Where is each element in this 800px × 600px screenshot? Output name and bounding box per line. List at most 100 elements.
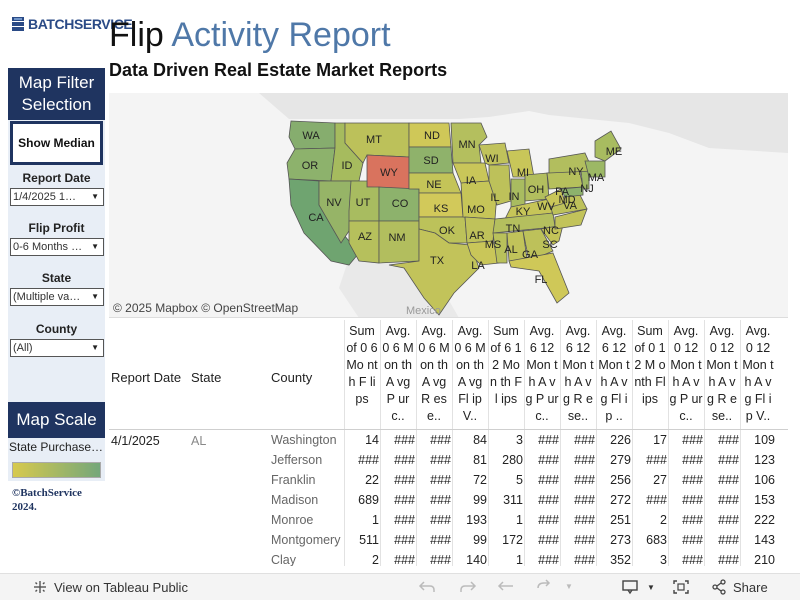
- table-cell: ###: [574, 453, 595, 467]
- table-cell: 99: [473, 533, 487, 547]
- state-label-ca: CA: [308, 212, 324, 224]
- table-cell: ###: [682, 553, 703, 566]
- state-filter-select[interactable]: (Multiple va… ▼: [10, 288, 104, 306]
- state-cell: AL: [191, 434, 207, 448]
- column-header[interactable]: Sum of 0 6 Mo nth F lips: [346, 324, 378, 406]
- column-header[interactable]: Avg. 0 6 Mon th A vg P urc..: [382, 324, 414, 423]
- state-label-ar: AR: [469, 230, 484, 242]
- table-cell: ###: [394, 493, 415, 507]
- redo-icon[interactable]: [459, 579, 477, 595]
- map-scale-header: Map Scale: [8, 402, 105, 438]
- show-median-button[interactable]: Show Median: [10, 121, 103, 165]
- state-filter-value: (Multiple va…: [13, 291, 81, 303]
- column-header[interactable]: Avg. 6 12 Mon th A vg Fl ip ..: [598, 324, 630, 423]
- table-cell: 27: [653, 473, 667, 487]
- table-cell: 72: [473, 473, 487, 487]
- county-filter-select[interactable]: (All) ▼: [10, 339, 104, 357]
- table-cell: 251: [610, 513, 631, 527]
- view-on-tableau-public-link[interactable]: View on Tableau Public: [32, 579, 188, 595]
- state-az: [348, 220, 380, 264]
- us-state-map[interactable]: WA MT ND MN OR ID WY SD WI MI ME NY MA N…: [109, 93, 788, 318]
- table-cell: 5: [516, 473, 523, 487]
- state-label-mi: MI: [517, 167, 529, 179]
- table-cell: 140: [466, 553, 487, 566]
- state-label-wy: WY: [380, 167, 398, 179]
- table-cell: 81: [473, 453, 487, 467]
- state-wv: [544, 188, 566, 208]
- table-cell: ###: [646, 453, 667, 467]
- state-label-co: CO: [392, 198, 409, 210]
- share-button[interactable]: Share: [711, 579, 768, 595]
- table-cell: ###: [574, 433, 595, 447]
- flip-profit-value: 0-6 Months …: [13, 241, 83, 253]
- table-cell: ###: [394, 533, 415, 547]
- revert-icon[interactable]: [497, 579, 515, 595]
- state-label-ia: IA: [466, 175, 477, 187]
- report-date-label: Report Date: [22, 171, 91, 185]
- column-divider: [632, 320, 633, 566]
- state-shapes: [286, 120, 622, 316]
- state-tx: [388, 228, 480, 316]
- county-cell: Monroe: [271, 513, 314, 527]
- state-ga: [522, 228, 554, 262]
- state-label-ky: KY: [516, 206, 531, 218]
- refresh-icon[interactable]: [535, 579, 553, 595]
- state-label-tx: TX: [430, 255, 445, 267]
- table-cell: ###: [718, 553, 739, 566]
- county-cell: Madison: [271, 493, 319, 507]
- refresh-dropdown-icon[interactable]: ▼: [565, 582, 573, 591]
- column-header[interactable]: Avg. 0 12 Mon th A vg R ese..: [706, 324, 738, 423]
- state-label-nm: NM: [388, 232, 405, 244]
- table-cell: 352: [610, 553, 631, 566]
- table-cell: 683: [646, 533, 667, 547]
- column-header[interactable]: Avg. 6 12 Mon th A vg R ese..: [562, 324, 594, 423]
- flip-profit-select[interactable]: 0-6 Months … ▼: [10, 238, 104, 256]
- undo-icon[interactable]: [418, 579, 436, 595]
- download-icon[interactable]: ▼: [621, 579, 655, 595]
- table-cell: ###: [718, 453, 739, 467]
- table-cell: ###: [574, 493, 595, 507]
- filter-panel: Map Filter Selection Show Median Report …: [8, 68, 105, 481]
- data-table[interactable]: Report Date State County Sum of 0 6 Mo n…: [109, 320, 788, 566]
- state-label-sc: SC: [542, 239, 557, 251]
- table-cell: ###: [718, 533, 739, 547]
- table-cell: 1: [516, 513, 523, 527]
- map-scale-label: State Purchase…: [9, 440, 104, 454]
- column-divider: [380, 320, 381, 566]
- column-header[interactable]: Sum of 6 12 Mon th Fl ips: [490, 324, 522, 406]
- state-label-wv: WV: [537, 201, 555, 213]
- flip-profit-label: Flip Profit: [28, 221, 85, 235]
- table-cell: ###: [430, 533, 451, 547]
- table-cell: 153: [754, 493, 775, 507]
- table-cell: 123: [754, 453, 775, 467]
- county-cell: Washington: [271, 433, 337, 447]
- state-ma: [584, 160, 606, 178]
- table-cell: ###: [574, 513, 595, 527]
- column-header[interactable]: Avg. 6 12 Mon th A vg P urc..: [525, 324, 559, 423]
- table-cell: ###: [394, 553, 415, 566]
- state-label-sd: SD: [423, 155, 438, 167]
- table-cell: ###: [538, 533, 559, 547]
- map-canvas[interactable]: WA MT ND MN OR ID WY SD WI MI ME NY MA N…: [109, 93, 788, 318]
- column-divider: [416, 320, 417, 566]
- fullscreen-icon[interactable]: [672, 579, 690, 595]
- table-cell: 14: [365, 433, 379, 447]
- map-attribution[interactable]: © 2025 Mapbox © OpenStreetMap: [113, 301, 299, 315]
- county-cell: Jefferson: [271, 453, 323, 467]
- share-label: Share: [733, 579, 768, 595]
- table-cell: ###: [574, 533, 595, 547]
- column-header[interactable]: Avg. 0 12 Mon th A vg P urc..: [669, 324, 703, 423]
- report-date-select[interactable]: 1/4/2025 1… ▼: [10, 188, 104, 206]
- column-header[interactable]: Avg. 0 6 Mon th A vg Fl ip V..: [454, 324, 486, 423]
- table-cell: ###: [430, 473, 451, 487]
- dropdown-arrow-icon: ▼: [91, 242, 99, 251]
- column-divider: [524, 320, 525, 566]
- column-header[interactable]: Avg. 0 12 Mon th A vg Fl ip V..: [742, 324, 774, 423]
- row-header-state: State: [191, 370, 222, 385]
- column-header[interactable]: Sum of 0 12 M onth Flips: [634, 324, 666, 406]
- state-label-la: LA: [471, 260, 485, 272]
- table-cell: ###: [430, 453, 451, 467]
- view-on-tableau-public-label: View on Tableau Public: [54, 579, 188, 595]
- column-header[interactable]: Avg. 0 6 Mon th A vg R ese..: [418, 324, 450, 423]
